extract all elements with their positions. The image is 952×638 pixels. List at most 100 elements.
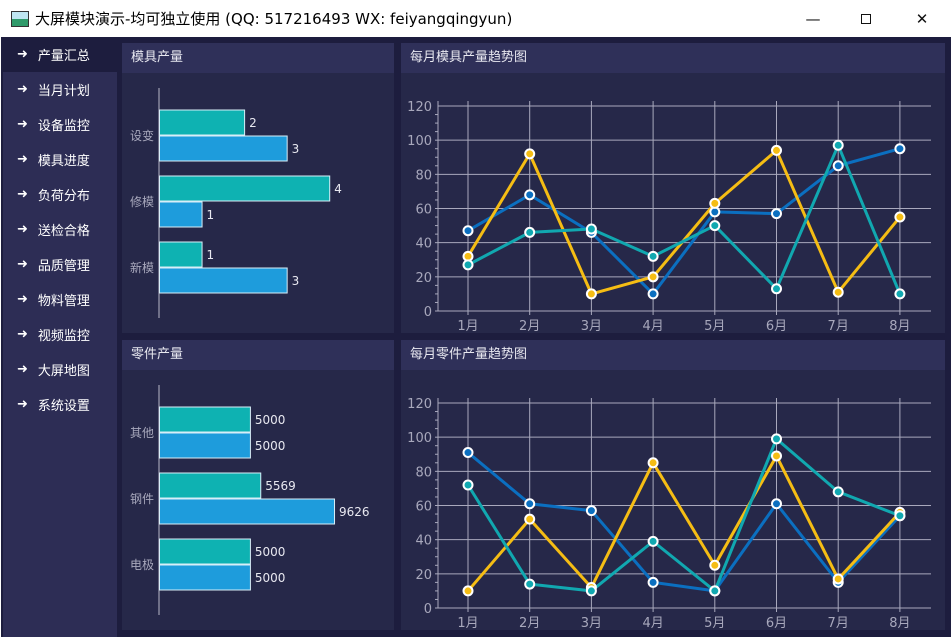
x-tick-label: 7月 <box>828 616 849 630</box>
data-point <box>647 457 659 469</box>
x-tick-label: 7月 <box>828 319 849 333</box>
category-label: 其他 <box>130 426 154 440</box>
sidebar-item[interactable]: ➜ 送检合格 <box>3 212 117 247</box>
data-point <box>462 259 474 271</box>
series-line <box>467 147 901 297</box>
category-label: 修模 <box>130 194 154 209</box>
data-label: 5569 <box>265 479 296 493</box>
data-point <box>462 585 474 597</box>
data-point <box>585 585 597 597</box>
data-label: 3 <box>292 142 300 156</box>
data-point <box>524 578 536 590</box>
y-tick-label: 20 <box>415 271 432 286</box>
data-point <box>647 271 659 283</box>
arrow-right-icon: ➜ <box>17 47 28 62</box>
bar <box>159 175 331 202</box>
sidebar-item[interactable]: ➜ 物料管理 <box>3 282 117 317</box>
sidebar-item[interactable]: ➜ 品质管理 <box>3 247 117 282</box>
sidebar-item[interactable]: ➜ 设备监控 <box>3 107 117 142</box>
data-point <box>832 286 844 298</box>
close-button[interactable]: ✕ <box>899 0 945 37</box>
data-point <box>524 498 536 510</box>
data-point <box>462 479 474 491</box>
y-tick-label: 80 <box>415 465 432 480</box>
data-point <box>647 288 659 300</box>
data-point <box>832 486 844 498</box>
app-icon <box>11 10 29 27</box>
sidebar-item-label: 视频监控 <box>37 329 90 344</box>
x-tick-label: 6月 <box>766 319 787 333</box>
x-tick-label: 5月 <box>704 319 725 333</box>
x-tick-label: 8月 <box>889 616 910 630</box>
data-point <box>709 220 721 232</box>
arrow-right-icon: ➜ <box>17 222 28 237</box>
data-point <box>832 573 844 585</box>
sidebar-item[interactable]: ➜ 模具进度 <box>3 142 117 177</box>
minimize-button[interactable]: — <box>790 0 836 37</box>
sidebar-item[interactable]: ➜ 负荷分布 <box>3 177 117 212</box>
panel-title: 模具产量 <box>122 43 394 73</box>
part-trend-chart: 0 20 40 60 80 100 120 1月 2月 3月 4月 5月 6月 7月 8月 <box>407 397 931 630</box>
x-tick-label: 4月 <box>642 616 663 630</box>
arrow-right-icon: ➜ <box>17 397 28 412</box>
sidebar-item[interactable]: ➜ 当月计划 <box>3 72 117 107</box>
y-tick-label: 60 <box>415 203 432 218</box>
panel-mold-output: 模具产量 设变 2 3 修模 4 1 新模 1 3 <box>122 43 394 333</box>
part-output-chart: 其他 5000 5000 钢件 5569 9626 电极 5000 5000 <box>130 385 370 615</box>
arrow-right-icon: ➜ <box>17 292 28 307</box>
data-point <box>647 250 659 262</box>
data-point <box>771 433 782 445</box>
x-tick-label: 6月 <box>766 616 787 630</box>
data-point <box>585 223 597 235</box>
data-point <box>709 585 721 597</box>
data-point <box>524 148 536 160</box>
category-label: 钢件 <box>130 492 154 506</box>
data-point <box>894 143 906 155</box>
data-point <box>647 576 659 588</box>
data-point <box>524 513 536 525</box>
arrow-right-icon: ➜ <box>17 362 28 377</box>
series-line <box>466 452 902 592</box>
sidebar-item-label: 送检合格 <box>37 224 90 239</box>
x-tick-label: 1月 <box>457 616 478 630</box>
y-tick-label: 0 <box>424 305 432 320</box>
data-point <box>832 139 844 151</box>
sidebar-item-label: 当月计划 <box>37 84 90 99</box>
data-label: 9626 <box>339 505 370 519</box>
data-point <box>462 447 474 459</box>
y-tick-label: 120 <box>407 100 432 115</box>
bar <box>159 267 288 294</box>
category-label: 新模 <box>130 260 154 275</box>
series-line <box>466 436 901 594</box>
y-tick-label: 40 <box>415 237 432 252</box>
sidebar-item-label: 设备监控 <box>37 119 90 134</box>
sidebar-item[interactable]: ➜ 视频监控 <box>3 317 117 352</box>
maximize-button[interactable] <box>843 0 889 37</box>
data-point <box>771 450 782 462</box>
series-line <box>467 141 902 295</box>
y-tick-label: 60 <box>415 500 432 515</box>
mold-trend-chart: 0 20 40 60 80 100 120 1月 2月 3月 4月 5月 6月 7月 8月 <box>407 100 931 333</box>
sidebar-item[interactable]: ➜ 大屏地图 <box>3 352 117 387</box>
sidebar-item[interactable]: ➜ 产量汇总 <box>3 37 117 72</box>
data-point <box>771 498 782 510</box>
data-point <box>585 288 597 300</box>
y-tick-label: 40 <box>415 534 432 549</box>
arrow-right-icon: ➜ <box>17 187 28 202</box>
series-line <box>467 451 902 593</box>
sidebar-item-label: 物料管理 <box>37 294 90 309</box>
y-tick-label: 20 <box>415 568 432 583</box>
sidebar-item[interactable]: ➜ 系统设置 <box>3 387 117 422</box>
arrow-right-icon: ➜ <box>17 117 28 132</box>
sidebar-item-label: 品质管理 <box>37 259 90 274</box>
data-point <box>771 144 782 156</box>
mold-output-chart: 设变 2 3 修模 4 1 新模 1 3 <box>130 88 342 318</box>
bar <box>159 472 262 499</box>
x-tick-label: 3月 <box>581 616 602 630</box>
main-area: ➜ 产量汇总 ➜ 当月计划 ➜ 设备监控 ➜ 模具进度 ➜ 负荷分布 ➜ 送检合格 ➜ 品质管理 ➜ 物料管理… <box>1 37 951 637</box>
series-line <box>466 147 902 296</box>
sidebar-item-label: 大屏地图 <box>37 364 90 379</box>
y-tick-label: 100 <box>407 431 432 446</box>
y-tick-label: 0 <box>424 602 432 617</box>
close-icon: ✕ <box>915 9 929 28</box>
